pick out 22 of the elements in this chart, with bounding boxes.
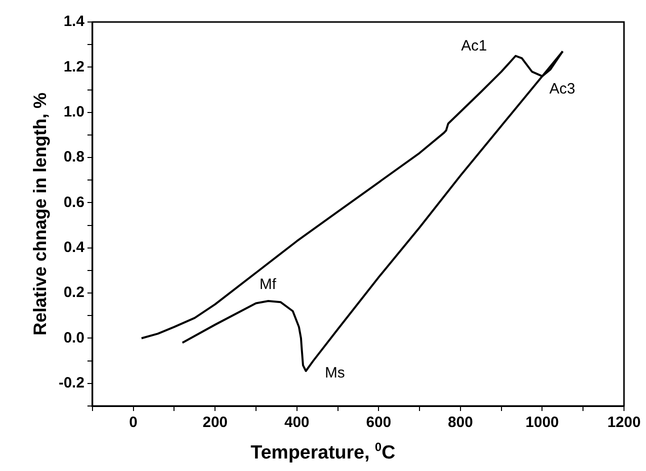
y-tick-label: 0.8 — [64, 148, 84, 166]
annotation: Ac3 — [549, 80, 576, 98]
annotation: Ac1 — [461, 37, 488, 54]
x-tick-label: 200 — [202, 414, 228, 432]
y-tick-label: 1.4 — [64, 13, 86, 30]
y-tick-label: -0.2 — [58, 374, 84, 392]
y-tick-label: 0.6 — [64, 194, 84, 211]
x-tick-label: 0 — [129, 414, 138, 432]
x-tick-label: 1000 — [526, 414, 559, 432]
annotation: Ms — [324, 364, 345, 382]
y-axis-title: Relative chnage in length, % — [30, 92, 50, 336]
y-tick-label: 0.4 — [64, 239, 86, 256]
y-tick-label: 0.0 — [64, 329, 84, 346]
y-tick-label: 1.0 — [64, 103, 84, 120]
annotation: Mf — [260, 276, 278, 294]
x-tick-label: 600 — [366, 414, 392, 432]
x-axis-title: Temperature, $^{0}$C — [250, 440, 396, 464]
x-tick-label: 1200 — [607, 414, 641, 432]
y-tick-label: 0.2 — [64, 284, 84, 302]
x-tick-label: 400 — [284, 414, 310, 432]
x-tick-label: 800 — [448, 414, 473, 432]
y-tick-label: 1.2 — [64, 58, 84, 76]
